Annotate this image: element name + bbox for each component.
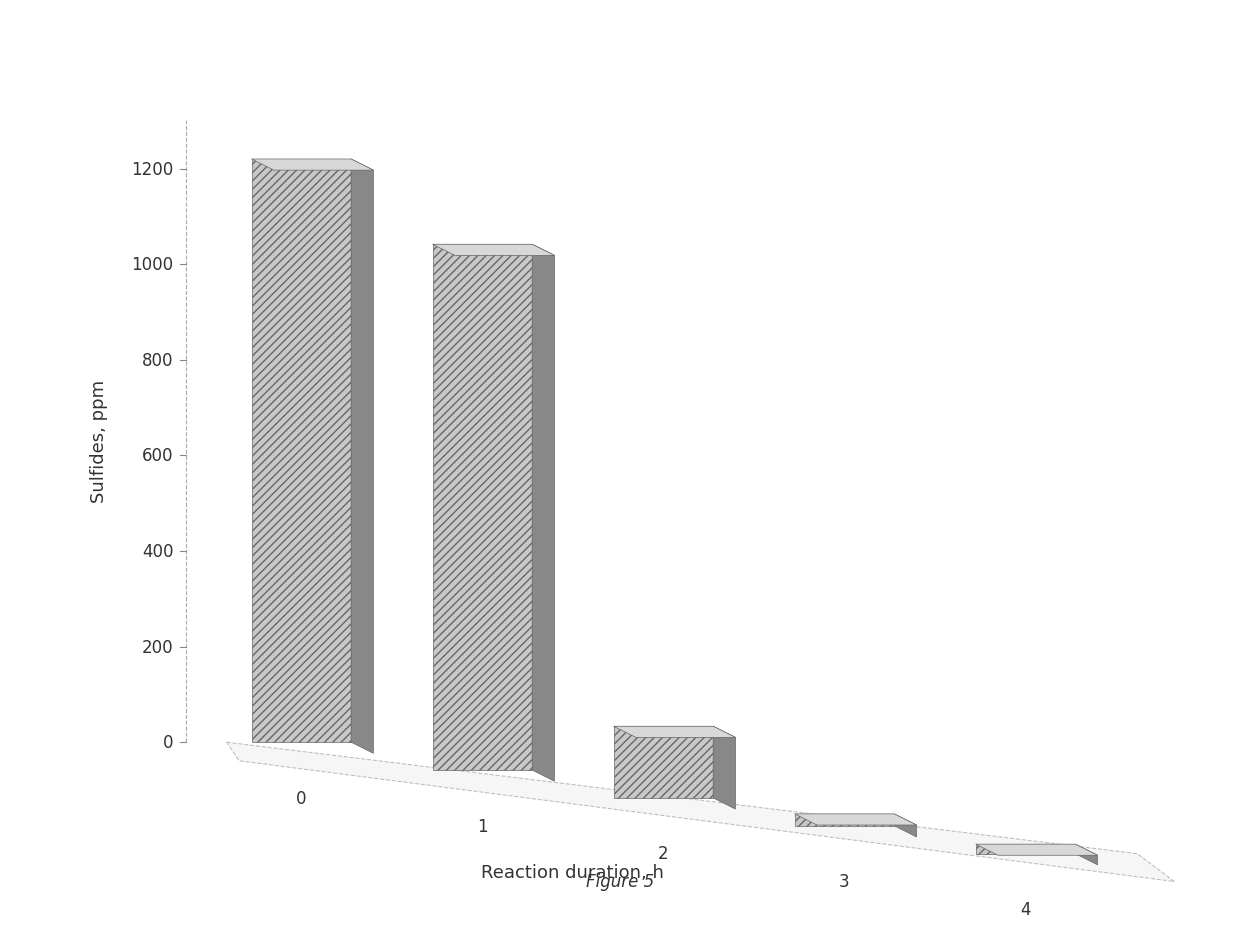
Text: 0: 0 <box>164 733 174 752</box>
Text: 0: 0 <box>296 789 306 806</box>
Text: Figure 5: Figure 5 <box>585 872 655 890</box>
Text: 4: 4 <box>1021 900 1030 918</box>
Text: 200: 200 <box>141 638 174 656</box>
Text: Reaction duration, h: Reaction duration, h <box>481 863 665 881</box>
Text: 800: 800 <box>143 352 174 369</box>
Text: Sulfides, ppm: Sulfides, ppm <box>91 380 108 502</box>
Text: 1200: 1200 <box>131 161 174 178</box>
Text: 400: 400 <box>143 542 174 561</box>
Text: 3: 3 <box>839 872 849 890</box>
Text: 600: 600 <box>143 447 174 465</box>
Text: 2: 2 <box>658 844 668 862</box>
Text: 1000: 1000 <box>131 256 174 274</box>
Text: 1: 1 <box>477 817 487 834</box>
